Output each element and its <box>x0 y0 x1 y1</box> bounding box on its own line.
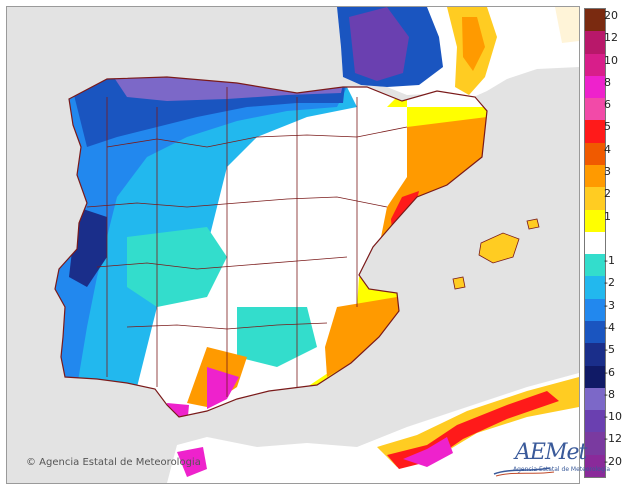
legend-label: 6 <box>604 98 611 112</box>
france-warmer-zone <box>462 17 485 71</box>
legend-label: 8 <box>604 75 611 89</box>
legend-label: 2 <box>604 187 611 201</box>
legend-label: -2 <box>604 276 615 290</box>
legend-swatch <box>585 365 605 388</box>
aemet-logo-text: AEMet <box>515 440 587 465</box>
gibraltar-hot-spot <box>167 403 189 417</box>
legend-label: -10 <box>604 410 622 424</box>
legend-label: -3 <box>604 298 615 312</box>
legend-swatch <box>585 142 605 165</box>
legend-swatch <box>585 75 605 99</box>
legend-label: -4 <box>604 321 615 334</box>
cantabrian-coldest-zone <box>107 77 347 101</box>
legend-swatch <box>585 298 605 321</box>
temperature-anomaly-map <box>6 6 580 484</box>
legend-swatch <box>585 276 605 299</box>
map-canvas <box>7 7 579 483</box>
legend-swatch <box>585 9 605 32</box>
france-coldest-zone <box>349 7 409 81</box>
legend-swatch <box>585 98 605 121</box>
alps-warm-zone <box>555 7 579 43</box>
africa-hottest-spot <box>403 437 453 467</box>
province-borders <box>86 87 408 397</box>
legend-swatch <box>585 231 605 255</box>
legend-swatch <box>585 120 605 143</box>
legend-swatch <box>585 53 605 76</box>
legend-swatch <box>585 432 605 455</box>
legend-label: 12 <box>604 31 618 45</box>
legend-label: -20 <box>604 454 622 468</box>
mallorca-island <box>478 232 520 264</box>
legend-label: -5 <box>604 343 615 357</box>
legend-swatch <box>585 321 605 344</box>
west-colder-zone <box>55 87 347 387</box>
legend-label: 1 <box>604 209 611 223</box>
legend-swatch <box>585 454 605 477</box>
north-africa-landmass <box>167 373 579 483</box>
legend-label: 4 <box>604 142 611 156</box>
legend-label: 5 <box>604 120 611 134</box>
legend-label: 20 <box>604 9 618 22</box>
legend-label: -12 <box>604 432 622 446</box>
legend-label: 3 <box>604 165 611 178</box>
legend-label: -6 <box>604 365 615 379</box>
morocco-hot-spot <box>177 447 207 477</box>
legend-label: -1 <box>604 254 615 268</box>
temperature-legend <box>584 8 606 478</box>
legend-label: 10 <box>604 53 618 67</box>
legend-swatch <box>585 31 605 54</box>
legend-swatch <box>585 209 605 232</box>
menorca-island <box>526 218 540 230</box>
legend-swatch <box>585 254 605 277</box>
murcia-warm-zone <box>325 297 399 377</box>
aemet-logo-subtext: Agencia Estatal de Meteorología <box>513 466 610 473</box>
ibiza-island <box>452 276 466 290</box>
legend-swatch <box>585 187 605 210</box>
aemet-logo-icon <box>493 467 555 477</box>
legend-swatch <box>585 387 605 411</box>
malaga-hot-spot <box>207 367 239 409</box>
legend-label: -8 <box>604 387 615 401</box>
iberia-coastline <box>54 76 488 418</box>
legend-swatch <box>585 165 605 188</box>
copyright-text: © Agencia Estatal de Meteorologia <box>26 457 201 468</box>
legend-swatch <box>585 410 605 433</box>
legend-swatch <box>585 343 605 366</box>
